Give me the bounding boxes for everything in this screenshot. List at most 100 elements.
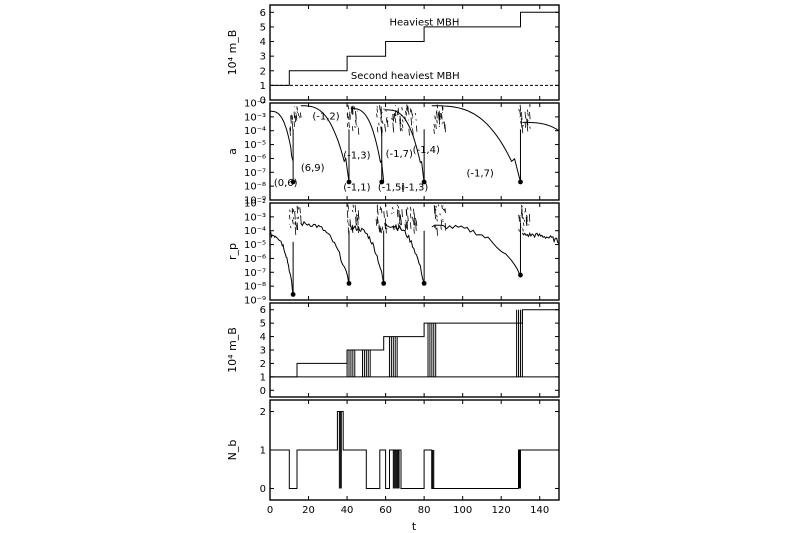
decay-line — [350, 108, 385, 183]
panel-4: 0 1 2 3 4 5 6 10⁴ m_B — [226, 302, 560, 398]
encounter-mark — [393, 114, 396, 119]
encounter-mark — [396, 110, 399, 116]
encounter-mark — [391, 117, 393, 121]
encounter-mark — [290, 115, 292, 124]
encounter-mark — [404, 116, 406, 121]
encounter-mark — [436, 104, 439, 109]
y-tick-label: 4 — [260, 332, 266, 343]
encounter-annotation: (0,6) — [274, 178, 298, 189]
series-line — [270, 11, 559, 86]
encounter-mark — [402, 119, 404, 123]
encounter-mark — [406, 107, 408, 111]
encounter-mark — [378, 122, 380, 126]
encounter-mark — [291, 115, 294, 120]
encounter-mark — [357, 213, 360, 220]
encounter-mark — [347, 219, 349, 221]
legend-second: Second heaviest MBH — [351, 71, 460, 82]
encounter-mark — [386, 119, 388, 123]
encounter-mark — [386, 210, 388, 217]
encounter-mark — [444, 222, 447, 231]
x-axis-label: t — [412, 520, 417, 533]
encounter-mark — [412, 216, 414, 222]
y-tick-label: 10⁻⁸ — [244, 182, 266, 193]
encounter-mark — [381, 120, 384, 124]
y-tick-label: 10⁻² — [244, 199, 266, 210]
encounter-mark — [380, 113, 383, 119]
encounter-mark — [397, 107, 400, 114]
encounter-mark — [288, 214, 291, 220]
encounter-annotation: (-1,7) — [386, 149, 413, 160]
encounter-mark — [435, 225, 437, 230]
encounter-mark — [442, 220, 444, 223]
binary-count-line — [270, 411, 559, 489]
y-tick-label: 2 — [260, 359, 266, 370]
encounter-annotation: (-1,3) — [343, 150, 370, 161]
encounter-mark — [529, 104, 531, 108]
encounter-mark — [346, 123, 349, 128]
encounter-mark — [391, 206, 394, 209]
encounter-mark — [397, 223, 400, 230]
encounter-mark — [438, 125, 441, 128]
encounter-mark — [443, 121, 446, 129]
y-tick-label: 10⁻³ — [244, 212, 266, 223]
encounter-mark — [376, 204, 379, 207]
y-tick-label: 4 — [260, 37, 266, 48]
encounter-mark — [294, 115, 296, 118]
y-tick-label: 10⁻² — [244, 99, 266, 110]
encounter-mark — [376, 126, 379, 133]
encounter-mark — [520, 121, 522, 124]
encounter-mark — [356, 223, 358, 226]
encounter-mark — [526, 109, 529, 113]
encounter-mark — [399, 127, 402, 132]
decay-line — [522, 121, 560, 132]
y-tick-label: 1 — [260, 81, 266, 92]
y-tick-label: 10⁻⁴ — [244, 126, 266, 137]
encounter-mark — [413, 208, 415, 215]
encounter-mark — [383, 108, 385, 111]
encounter-mark — [385, 108, 387, 112]
y-axis-label: N_b — [226, 440, 239, 461]
encounter-mark — [526, 125, 529, 132]
legend-heaviest: Heaviest MBH — [389, 17, 459, 28]
encounter-mark — [289, 127, 291, 136]
encounter-mark — [443, 208, 445, 211]
encounter-mark — [442, 219, 444, 221]
y-tick-label: 0 — [260, 484, 266, 495]
decay-line — [431, 105, 521, 183]
encounter-mark — [441, 106, 444, 111]
encounter-mark — [394, 110, 397, 117]
encounter-mark — [348, 121, 350, 128]
encounter-mark — [294, 222, 296, 225]
encounter-mark — [398, 222, 400, 224]
encounter-mark — [518, 108, 520, 112]
panel-frame — [269, 4, 560, 101]
encounter-mark — [441, 113, 443, 120]
encounter-mark — [352, 107, 354, 115]
y-tick-label: 10⁻³ — [244, 112, 266, 123]
encounter-mark — [347, 104, 349, 110]
x-tick-label: 140 — [530, 505, 549, 516]
encounter-mark — [296, 225, 298, 231]
encounter-mark — [518, 228, 520, 232]
encounter-mark — [348, 223, 350, 227]
encounter-mark — [401, 209, 403, 218]
encounter-mark — [292, 217, 295, 220]
encounter-mark — [408, 119, 410, 121]
x-tick-label: 40 — [341, 505, 354, 516]
encounter-mark — [383, 211, 385, 218]
encounter-mark — [436, 214, 438, 218]
panel-5: 0 1 2 N_b 0 20 40 60 80 100 120 140 — [226, 399, 560, 516]
encounter-mark — [393, 211, 395, 214]
encounter-mark — [377, 210, 379, 215]
encounter-mark — [376, 113, 378, 118]
encounter-mark — [415, 222, 417, 231]
panel-3: 10⁻² 10⁻³ 10⁻⁴ 10⁻⁵ 10⁻⁶ 10⁻⁷ 10⁻⁸ 10⁻⁹ r_p — [226, 199, 560, 307]
encounter-mark — [413, 227, 415, 229]
x-tick-label: 80 — [418, 505, 431, 516]
encounter-mark — [412, 116, 414, 118]
encounter-mark — [439, 115, 441, 121]
encounter-mark — [380, 208, 383, 214]
y-tick-label: 10⁻⁶ — [244, 254, 266, 265]
encounter-mark — [351, 227, 354, 234]
encounter-mark — [398, 209, 400, 219]
